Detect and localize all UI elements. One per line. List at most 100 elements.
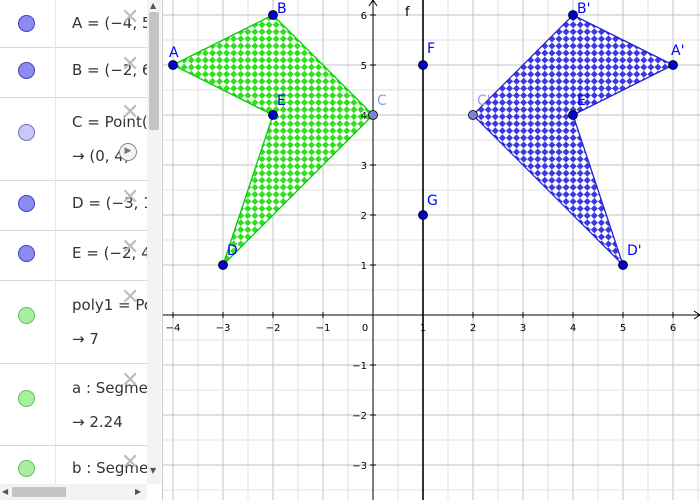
object-definition[interactable]: poly1 = Polygon <box>72 296 147 314</box>
x-tick-label: 5 <box>620 323 626 334</box>
scroll-left-icon[interactable]: ◀ <box>2 487 9 496</box>
point-E <box>268 110 278 120</box>
point-D-prime <box>618 260 628 270</box>
object-definition[interactable]: E = (−2, 4) <box>72 244 147 262</box>
delete-icon[interactable]: ✕ <box>121 235 140 260</box>
algebra-row[interactable]: A = (−4, 5)✕ <box>0 0 147 48</box>
y-tick-label: −2 <box>352 411 367 422</box>
row-gutter <box>0 280 56 363</box>
play-icon[interactable]: ▶ <box>119 143 137 161</box>
y-tick-label: 2 <box>361 211 367 222</box>
visibility-toggle[interactable] <box>18 62 35 79</box>
object-value: → (0, 4) <box>72 147 130 165</box>
y-tick-label: 4 <box>361 111 367 122</box>
visibility-toggle[interactable] <box>18 124 35 141</box>
point-D <box>218 260 228 270</box>
y-tick-label: −1 <box>352 361 367 372</box>
x-tick-label: 0 <box>362 323 368 334</box>
scrollbar-thumb[interactable] <box>12 487 66 497</box>
algebra-row[interactable]: b : Segment✕ <box>0 445 147 500</box>
row-gutter <box>0 445 56 500</box>
algebra-row[interactable]: C = Point(f) → (0, 4) ✕ ▶ <box>0 97 147 181</box>
point-A <box>168 60 178 70</box>
polygon-poly1-reflected <box>472 14 675 266</box>
y-tick-label: 3 <box>361 161 367 172</box>
object-definition[interactable]: D = (−3, 1) <box>72 194 147 212</box>
point-C-prime <box>468 110 478 120</box>
row-gutter <box>0 0 56 47</box>
algebra-row[interactable]: E = (−2, 4)✕ <box>0 230 147 281</box>
algebra-row[interactable]: D = (−3, 1)✕ <box>0 180 147 231</box>
graphics-view[interactable]: f −4 −3 −2 −1 0 1 2 3 4 5 6 6 5 4 3 2 1 −1 −2 −3 A B C D E F G A' B'… <box>163 0 700 500</box>
visibility-toggle[interactable] <box>18 245 35 262</box>
visibility-toggle[interactable] <box>18 390 35 407</box>
vertical-scrollbar[interactable]: ▲ ▼ <box>147 0 161 484</box>
y-tick-label: 5 <box>361 61 367 72</box>
polygon-poly1 <box>171 14 374 266</box>
point-label: C' <box>477 93 491 109</box>
row-gutter <box>0 230 56 280</box>
x-tick-label: 2 <box>470 323 476 334</box>
visibility-toggle[interactable] <box>18 460 35 477</box>
visibility-toggle[interactable] <box>18 307 35 324</box>
algebra-row[interactable]: poly1 = Polygon → 7 ✕ <box>0 280 147 364</box>
object-value: → 2.24 <box>72 413 123 431</box>
object-definition[interactable]: B = (−2, 6) <box>72 61 147 79</box>
scroll-right-icon[interactable]: ▶ <box>135 487 142 496</box>
point-label: B' <box>577 1 590 17</box>
delete-icon[interactable]: ✕ <box>121 285 140 310</box>
row-gutter <box>0 97 56 180</box>
x-tick-label: −4 <box>166 323 181 334</box>
delete-icon[interactable]: ✕ <box>121 185 140 210</box>
point-B-prime <box>568 10 578 20</box>
scrollbar-thumb[interactable] <box>149 12 159 130</box>
point-C <box>368 110 378 120</box>
y-tick-label: 1 <box>361 261 367 272</box>
object-definition[interactable]: a : Segment <box>72 379 147 397</box>
y-tick-label: 6 <box>361 11 367 22</box>
point-label: A <box>169 45 179 61</box>
scroll-down-icon[interactable]: ▼ <box>150 466 157 475</box>
y-tick-label: −3 <box>352 461 367 472</box>
row-gutter <box>0 180 56 230</box>
point-A-prime <box>668 60 678 70</box>
algebra-row[interactable]: a : Segment → 2.24 ✕ <box>0 363 147 446</box>
delete-icon[interactable]: ✕ <box>121 450 140 475</box>
line-f-label: f <box>405 5 410 20</box>
point-label: F <box>427 41 435 57</box>
point-label: B <box>277 1 287 17</box>
row-gutter <box>0 363 56 445</box>
horizontal-scrollbar[interactable]: ◀ ▶ <box>0 484 147 500</box>
delete-icon[interactable]: ✕ <box>121 5 140 30</box>
point-E-prime <box>568 110 578 120</box>
x-tick-label: 6 <box>670 323 676 334</box>
algebra-view: A = (−4, 5)✕B = (−2, 6)✕C = Point(f)→ (0… <box>0 0 163 500</box>
scroll-up-icon[interactable]: ▲ <box>150 1 157 10</box>
y-axis-arrow-icon <box>368 0 378 7</box>
point-label: C <box>377 93 387 109</box>
delete-icon[interactable]: ✕ <box>121 100 140 125</box>
delete-icon[interactable]: ✕ <box>121 368 140 393</box>
x-tick-label: −2 <box>266 323 281 334</box>
coordinate-plane[interactable]: f −4 −3 −2 −1 0 1 2 3 4 5 6 6 5 4 3 2 1 −1 −2 −3 A B C D E F G A' B'… <box>163 0 700 500</box>
point-label: D' <box>627 243 642 259</box>
algebra-row[interactable]: B = (−2, 6)✕ <box>0 47 147 98</box>
point-label: G <box>427 193 438 209</box>
object-definition[interactable]: b : Segment <box>72 459 147 477</box>
point-F <box>418 60 428 70</box>
point-B <box>268 10 278 20</box>
row-gutter <box>0 47 56 97</box>
object-definition[interactable]: A = (−4, 5) <box>72 14 147 32</box>
object-value: → 7 <box>72 330 99 348</box>
x-tick-label: −1 <box>316 323 331 334</box>
visibility-toggle[interactable] <box>18 15 35 32</box>
point-label: D <box>227 243 238 259</box>
visibility-toggle[interactable] <box>18 195 35 212</box>
object-definition[interactable]: C = Point(f) <box>72 113 147 131</box>
delete-icon[interactable]: ✕ <box>121 52 140 77</box>
point-label: E' <box>577 93 590 109</box>
point-G <box>418 210 428 220</box>
point-label: A' <box>671 43 684 59</box>
x-tick-label: 1 <box>420 323 426 334</box>
point-label: E <box>277 93 286 109</box>
